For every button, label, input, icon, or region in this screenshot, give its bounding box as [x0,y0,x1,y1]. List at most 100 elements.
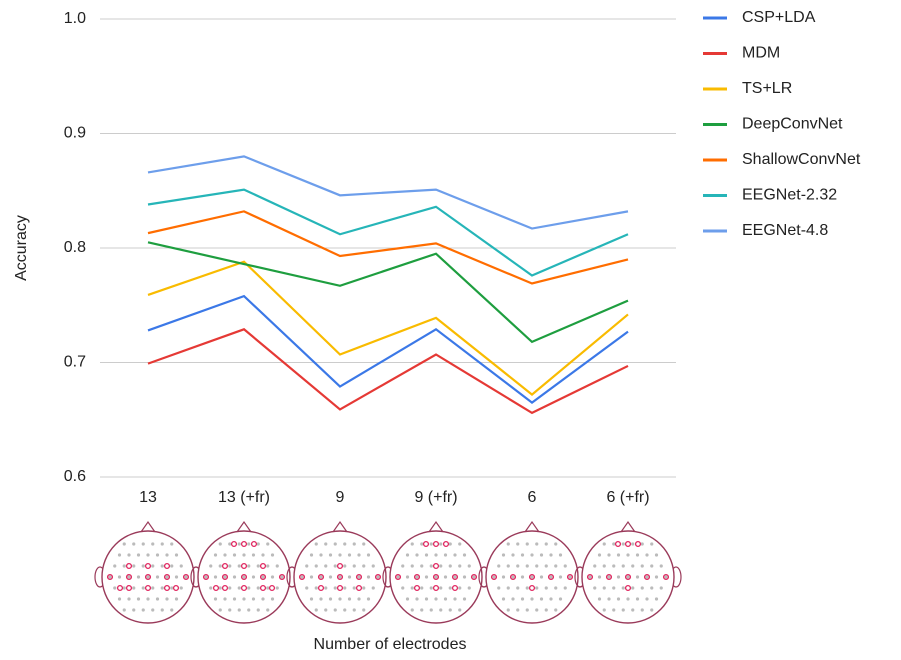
electrode [338,597,342,601]
electrode [352,608,356,612]
electrode [251,597,256,601]
electrode-map [382,520,490,624]
nose [620,520,636,533]
electrode-active [394,573,402,581]
electrode-active [442,540,450,548]
electrode [251,575,256,579]
electrode [228,542,232,546]
electrode [218,608,222,612]
electrode-active [163,573,171,581]
electrode-map [190,520,298,624]
nose [140,520,156,533]
electrode [602,542,606,546]
electrode [631,608,635,612]
electrode [247,542,251,546]
electrode [357,575,361,579]
electrode [554,608,558,612]
electrode [113,564,117,568]
electrode-active [528,573,536,581]
electrode-active [221,584,229,592]
electrode [410,564,414,568]
electrode [424,575,429,579]
electrode [218,564,222,568]
electrode [597,597,602,601]
electrode [511,597,515,601]
electrode [232,575,237,579]
electrode [113,586,117,590]
electrode [554,586,558,590]
electrode [122,608,126,612]
electrode [654,553,659,557]
electrode [179,586,183,590]
electrode [530,575,534,579]
electrode-active [490,573,498,581]
electrode [443,597,448,601]
legend-label: EEGNet-2.32 [742,187,837,204]
electrode [635,597,640,601]
electrode [309,575,314,579]
electrode [376,575,380,579]
electrode [588,575,592,579]
electrode-active [432,584,440,592]
electrode [146,575,150,579]
electrode-active [432,562,440,570]
series-line [147,155,629,230]
electrode [324,564,328,568]
electrode-active [624,573,632,581]
electrode [458,608,462,612]
electrode-active [221,573,229,581]
electrode [443,575,448,579]
electrode-active [259,562,267,570]
electrode [108,575,112,579]
electrode [467,564,471,568]
electrode [434,597,438,601]
electrode-active [451,584,459,592]
electrode [352,586,356,590]
electrode [621,564,625,568]
electrode [520,553,525,557]
electrode [549,575,553,579]
electrode-active [250,540,258,548]
electrode [511,553,515,557]
electrode-active [125,562,133,570]
electrode [612,564,616,568]
electrode [616,597,621,601]
electrode [539,553,544,557]
electrode [443,553,448,557]
legend-label: ShallowConvNet [742,151,861,168]
electrode [343,608,347,612]
electrode [213,553,218,557]
electrode [213,597,218,601]
electrode [328,597,333,601]
electrode [640,586,644,590]
electrode-map [94,520,202,624]
electrode [314,608,318,612]
electrode [242,597,246,601]
x-tick-label: 13 [139,489,157,506]
y-axis-label: Accuracy [13,215,30,281]
electrode [305,586,309,590]
legend-label: DeepConvNet [742,116,843,133]
electrode [170,586,174,590]
y-tick-label: 1.0 [64,10,86,27]
electrode-active [182,573,190,581]
electrode [275,564,279,568]
electrode [204,575,208,579]
electrode [448,586,452,590]
electrode [650,586,654,590]
electrode [448,564,452,568]
electrode [659,564,663,568]
electrode [256,564,260,568]
electrode [530,553,534,557]
electrode-active [413,573,421,581]
electrode [568,575,572,579]
electrode [401,564,405,568]
electrode [314,586,318,590]
electrode [544,608,548,612]
electrode [539,597,544,601]
electrode-active [528,584,536,592]
electrode [645,553,649,557]
electrode [247,586,251,590]
electrode-active [336,562,344,570]
